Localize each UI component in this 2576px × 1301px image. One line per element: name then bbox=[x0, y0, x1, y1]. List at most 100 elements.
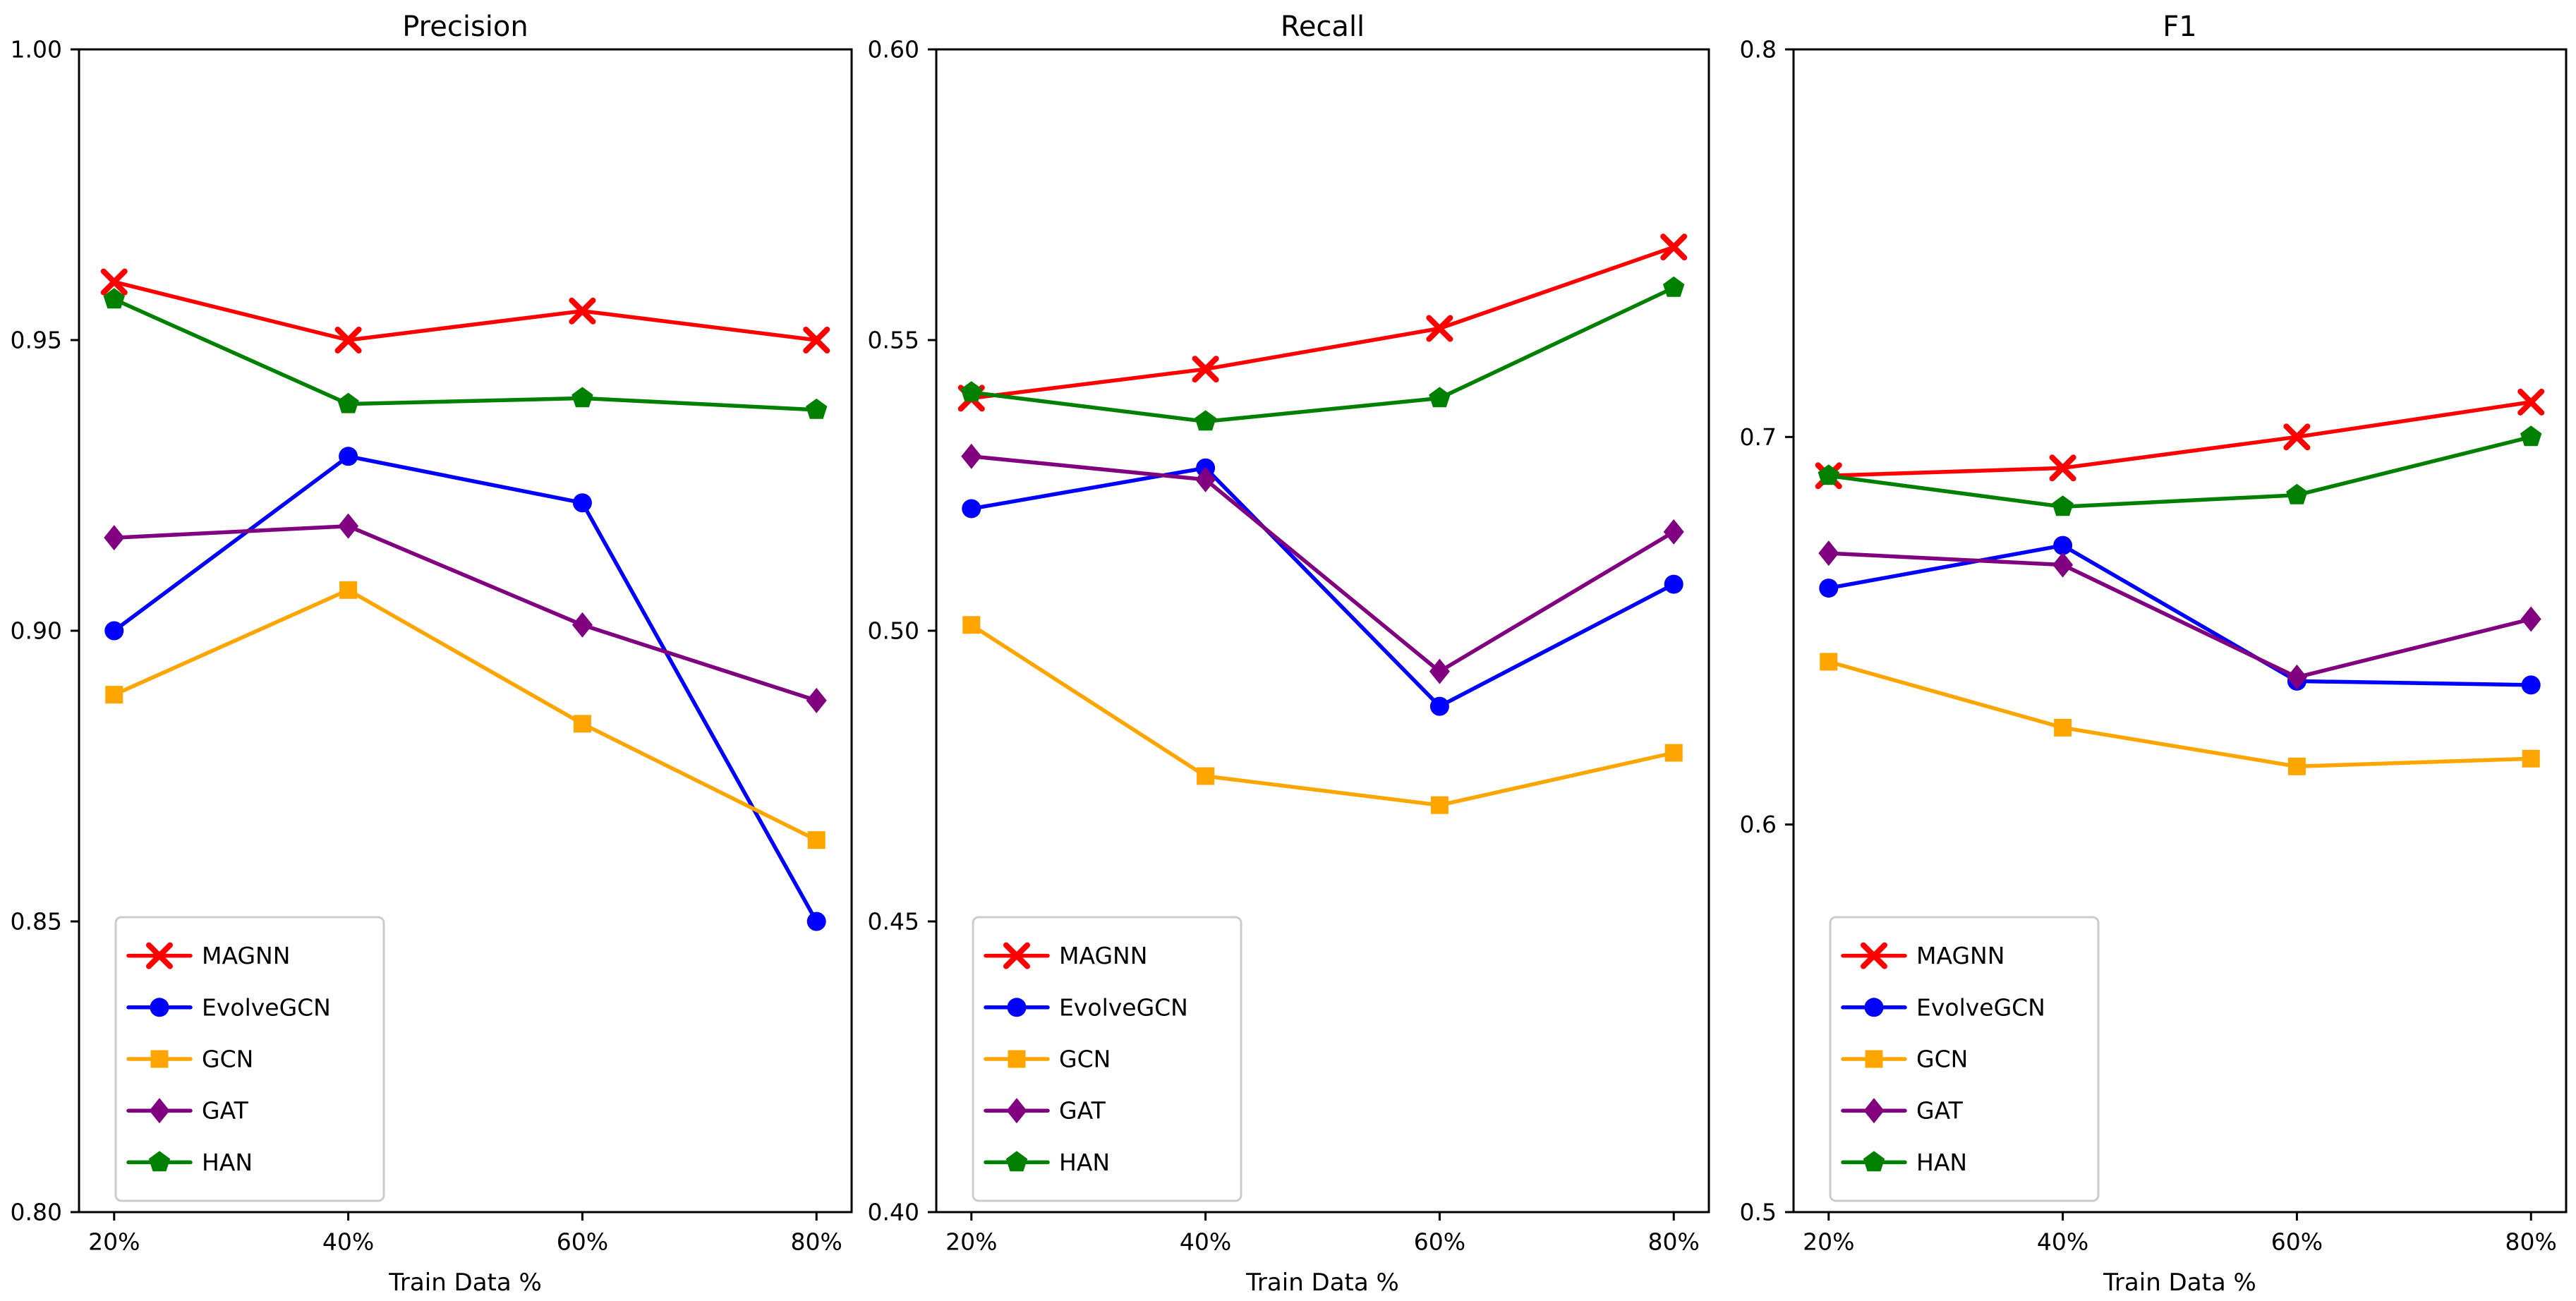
marker-GAT-20% bbox=[104, 525, 125, 551]
series-line-MAGNN bbox=[1827, 400, 2533, 478]
legend: MAGNN EvolveGCN GCN GAT HAN bbox=[114, 916, 385, 1202]
legend-marker-HAN bbox=[148, 1151, 171, 1172]
x-tick-label: 80% bbox=[1648, 1228, 1700, 1256]
marker-MAGNN-80% bbox=[2517, 388, 2545, 416]
series-line-GCN bbox=[969, 623, 1676, 807]
series-GAT bbox=[961, 443, 1684, 684]
y-tick-label: 0.45 bbox=[868, 908, 919, 936]
plot-title: Precision bbox=[402, 11, 528, 43]
series-HAN bbox=[103, 288, 828, 419]
marker-GAT-80% bbox=[2520, 606, 2541, 632]
series-EvolveGCN bbox=[104, 447, 826, 931]
x-tick-label: 60% bbox=[2271, 1228, 2323, 1256]
series-GAT bbox=[1818, 540, 2541, 690]
x-tick-label: 40% bbox=[2037, 1228, 2088, 1256]
marker-HAN-60% bbox=[1429, 387, 1451, 408]
marker-GAT-20% bbox=[1818, 540, 1839, 567]
legend-label: HAN bbox=[1916, 1149, 1967, 1176]
legend-item-MAGNN: MAGNN bbox=[126, 942, 290, 969]
legend-item-HAN: HAN bbox=[1841, 1149, 1967, 1176]
marker-GAT-60% bbox=[1429, 658, 1450, 684]
legend-label: HAN bbox=[202, 1149, 253, 1176]
x-tick-label: 60% bbox=[1414, 1228, 1465, 1256]
marker-GAT-40% bbox=[2052, 552, 2074, 578]
marker-GAT-60% bbox=[572, 612, 593, 638]
series-line-HAN bbox=[969, 286, 1676, 424]
series-HAN bbox=[960, 276, 1685, 431]
marker-HAN-40% bbox=[337, 392, 359, 413]
marker-EvolveGCN-80% bbox=[2521, 675, 2541, 695]
legend: MAGNN EvolveGCN GCN GAT HAN bbox=[972, 916, 1242, 1202]
marker-HAN-40% bbox=[2052, 495, 2074, 516]
marker-MAGNN-80% bbox=[1660, 234, 1688, 261]
axes-frame bbox=[1792, 48, 2568, 1214]
y-tick-label: 0.80 bbox=[11, 1199, 62, 1226]
legend-marker-EvolveGCN bbox=[1007, 998, 1027, 1017]
legend-box bbox=[114, 916, 385, 1202]
y-tick-label: 0.8 bbox=[1740, 36, 1777, 63]
marker-HAN-80% bbox=[1663, 276, 1685, 297]
marker-GCN-40% bbox=[1197, 767, 1215, 785]
series-line-EvolveGCN bbox=[969, 466, 1676, 708]
marker-GCN-40% bbox=[339, 581, 358, 599]
y-tick-label: 0.7 bbox=[1740, 423, 1777, 451]
series-EvolveGCN bbox=[1819, 535, 2541, 695]
legend-label: GCN bbox=[1916, 1046, 1968, 1073]
series-GAT bbox=[104, 513, 827, 713]
legend-label: GCN bbox=[202, 1046, 253, 1073]
legend-label: GCN bbox=[1059, 1046, 1111, 1073]
legend-label: MAGNN bbox=[1916, 942, 2004, 969]
marker-HAN-40% bbox=[1195, 410, 1216, 431]
y-tick-label: 0.95 bbox=[11, 327, 62, 354]
legend-item-GCN: GCN bbox=[1841, 1046, 1968, 1073]
legend-item-EvolveGCN: EvolveGCN bbox=[1841, 993, 2045, 1021]
series-GCN bbox=[105, 581, 826, 849]
x-axis-label: Train Data % bbox=[2103, 1269, 2256, 1297]
marker-GAT-20% bbox=[961, 443, 982, 469]
panel-recall: Recall 0.60 0.55 0.50 0.45 0.40 20% 40% 60% 80% Tr… bbox=[868, 11, 1710, 1297]
marker-EvolveGCN-80% bbox=[806, 912, 826, 931]
y-tick-label: 1.00 bbox=[11, 36, 62, 63]
legend-marker-GAT bbox=[1006, 1098, 1027, 1124]
legend-marker-GAT bbox=[1863, 1098, 1885, 1124]
series-line-MAGNN bbox=[112, 279, 818, 342]
marker-EvolveGCN-40% bbox=[2053, 535, 2073, 555]
marker-GCN-80% bbox=[2522, 749, 2540, 768]
series-line-EvolveGCN bbox=[1827, 543, 2533, 687]
y-tick-label: 0.5 bbox=[1740, 1199, 1777, 1226]
marker-MAGNN-80% bbox=[803, 327, 830, 353]
marker-EvolveGCN-60% bbox=[1429, 696, 1449, 716]
marker-MAGNN-60% bbox=[2283, 423, 2311, 451]
legend-marker-GCN bbox=[150, 1050, 169, 1068]
legend-box bbox=[1829, 916, 2100, 1202]
y-tick-label: 0.85 bbox=[11, 908, 62, 936]
marker-HAN-20% bbox=[1818, 464, 1839, 485]
legend-label: MAGNN bbox=[1059, 942, 1147, 969]
legend-label: MAGNN bbox=[202, 942, 290, 969]
x-axis-label: Train Data % bbox=[388, 1269, 542, 1297]
marker-GCN-40% bbox=[2054, 718, 2072, 737]
y-tick-label: 0.55 bbox=[868, 327, 919, 354]
legend-label: EvolveGCN bbox=[1916, 993, 2045, 1021]
series-HAN bbox=[1818, 425, 2542, 516]
x-tick-label: 20% bbox=[1803, 1228, 1854, 1256]
marker-EvolveGCN-60% bbox=[572, 493, 592, 513]
marker-GCN-20% bbox=[962, 616, 981, 634]
legend-label: EvolveGCN bbox=[1059, 993, 1188, 1021]
plot-title: F1 bbox=[2163, 11, 2196, 43]
x-tick-label: 80% bbox=[2505, 1228, 2557, 1256]
legend-item-GAT: GAT bbox=[126, 1097, 249, 1125]
marker-HAN-60% bbox=[2286, 483, 2308, 504]
legend: MAGNN EvolveGCN GCN GAT HAN bbox=[1829, 916, 2100, 1202]
legend-item-HAN: HAN bbox=[984, 1149, 1110, 1176]
plot-title: Recall bbox=[1281, 11, 1365, 43]
y-tick-label: 0.6 bbox=[1740, 811, 1777, 838]
marker-GCN-80% bbox=[807, 831, 826, 849]
series-line-EvolveGCN bbox=[112, 454, 818, 924]
x-tick-label: 80% bbox=[791, 1228, 842, 1256]
x-axis-label: Train Data % bbox=[1245, 1269, 1399, 1297]
legend-marker-MAGNN bbox=[146, 942, 173, 969]
